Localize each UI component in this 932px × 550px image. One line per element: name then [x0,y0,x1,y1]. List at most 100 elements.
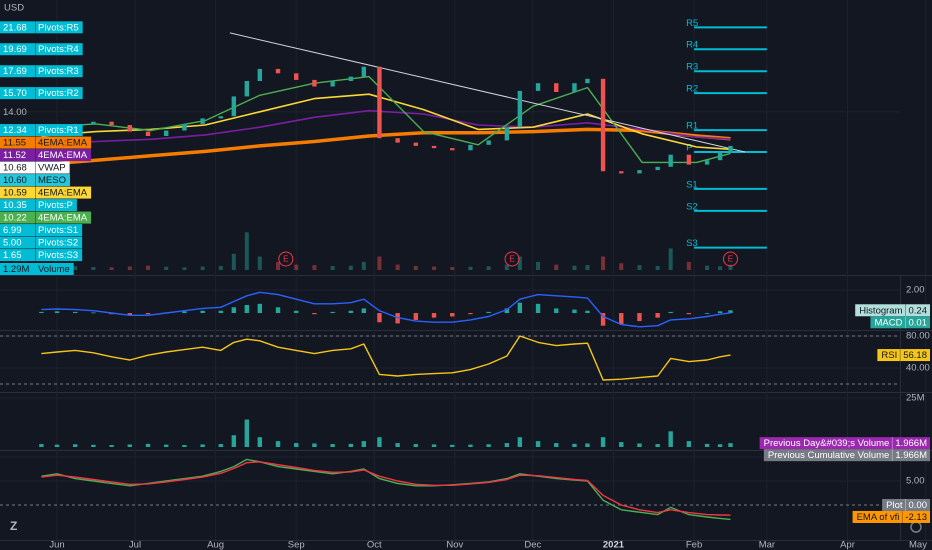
value-box-value: 1.966M [895,438,927,449]
bar [728,443,733,447]
volume-bar [432,266,437,270]
volume-bar [486,266,491,270]
price-label-name: 4EMA:EMA [38,213,88,224]
price-label-name: Pivots:R4 [38,44,79,55]
candle [348,76,354,82]
bar [468,444,473,447]
candle [275,68,281,74]
bar [686,313,692,315]
price-label-name: 4EMA:EMA [38,188,88,199]
series-line [41,461,731,516]
volume-bar [718,266,723,270]
price-label: 1.65 Pivots:S3 [0,249,83,262]
candle [200,118,205,124]
volume-bar [257,256,262,270]
y-tick-label: 5.00 [906,475,925,486]
value-box-name: MACD [875,317,903,328]
candle [704,160,710,165]
price-label-value: 15.70 [3,88,27,99]
bar [668,431,673,447]
price-label: 12.34 Pivots:R1 [0,124,83,136]
value-box-name: EMA of vfi [857,512,900,523]
bar [348,443,354,447]
value-box: 0.01 MACD [870,316,930,328]
candle [244,81,250,97]
bar [275,307,281,314]
x-tick-label: Feb [686,540,702,550]
price-label: 10.60 MESO [0,174,70,186]
bar [91,312,96,314]
price-label-value: 10.22 [3,213,27,224]
candle [655,166,660,171]
x-tick-label: Aug [207,540,224,550]
earnings-label: E [728,255,733,264]
price-label-box [0,43,83,56]
bar [668,311,673,314]
value-box-value: -2.13 [905,512,927,523]
price-label-name: 4EMA:EMA [38,138,88,149]
bar [182,311,187,314]
price-label-value: 6.99 [3,225,22,236]
bar [431,444,437,447]
candle [637,170,642,174]
price-label-box [0,236,83,249]
price-label-name: Pivots:S1 [38,225,78,236]
x-tick-label: Sep [288,540,305,550]
volume-bar [361,261,366,270]
volume-bar [585,265,590,270]
volume-bar [395,264,400,270]
value-box-value: 0.24 [909,305,928,316]
pivot-name: S3 [686,238,698,249]
price-label: 10.22 4EMA:EMA [0,211,92,224]
value-box: 0.00 Plot [882,498,930,511]
pivot-name: S2 [686,201,698,212]
bar [655,313,660,318]
x-tick-label: Nov [446,540,463,550]
earnings-marker [278,251,294,267]
value-box: 1.966M Previous Cumulative Volume [763,449,930,461]
price-label: 21.68 Pivots:R5 [0,21,83,33]
bar [686,441,692,447]
bar [39,444,44,447]
pivot-name: S1 [686,179,698,190]
candle [377,66,382,139]
bar [200,310,205,314]
value-box-name: Histogram [859,305,902,316]
volume-bar [655,265,660,270]
candle [91,121,96,124]
bar [164,444,169,447]
candle [294,73,299,80]
price-label: 5.00 Pivots:S2 [0,236,83,249]
volume-bar [728,264,733,270]
earnings-label: E [283,255,288,264]
price-label-value: 5.00 [3,238,22,249]
bar [312,313,317,315]
price-label-value: 17.69 [3,66,27,77]
bar [91,444,96,447]
bar [244,419,250,447]
volume-bar [73,266,78,270]
bar [572,309,577,314]
volume-bar [686,261,691,270]
price-label-box [0,249,83,262]
price-label-name: 4EMA:EMA [38,150,88,161]
candle [668,154,673,167]
price-label-value: 11.52 [3,150,26,161]
bar [231,435,237,447]
bar [468,313,473,315]
bar [244,304,250,314]
earnings-marker [504,251,520,267]
price-label-name: Pivots:R2 [38,88,79,99]
bar [517,437,523,447]
volume-bar [294,264,299,270]
price-label: 15.70 Pivots:R2 [0,87,83,99]
price-label-box [0,224,83,237]
bar [361,441,367,447]
price-label: 10.35 Pivots:P [0,199,77,211]
candle [728,145,733,153]
candle [585,78,590,84]
price-label-box [0,161,70,174]
candle [361,66,367,77]
